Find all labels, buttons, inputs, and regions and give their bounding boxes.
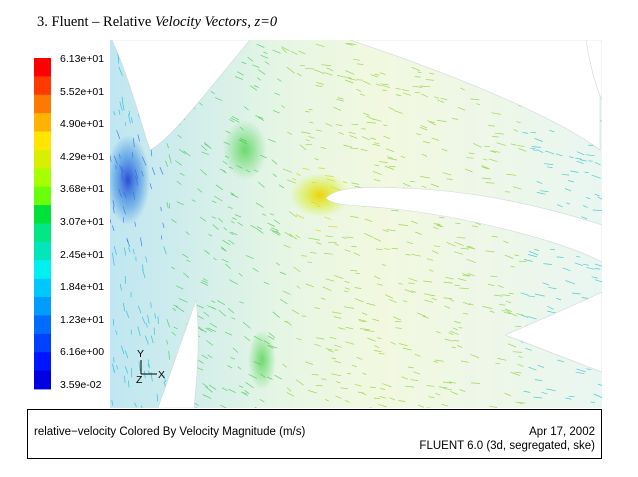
colormap-swatch [34, 297, 51, 316]
colormap-swatch [34, 278, 51, 298]
colormap-label: 5.52e+01 [60, 85, 105, 98]
colormap-label: 3.68e+01 [60, 183, 105, 196]
colormap-label: 6.16e+00 [60, 346, 105, 359]
blade-lower-right [504, 291, 602, 373]
colormap-swatch [34, 241, 51, 261]
colormap-swatch [34, 186, 51, 206]
colormap-swatch [34, 94, 51, 114]
colormap-swatch [34, 370, 51, 390]
caption-version: FLUENT 6.0 (3d, segregated, ske) [419, 440, 595, 452]
axis-x-label: X [158, 369, 165, 381]
flow-field [110, 40, 602, 408]
axis-z-label: Z [136, 374, 143, 386]
colormap-label: 4.90e+01 [60, 118, 105, 131]
colormap-label: 3.59e-02 [60, 379, 102, 391]
colormap-swatch [34, 223, 51, 243]
colormap-label: 4.29e+01 [60, 150, 105, 163]
colormap-swatch [34, 315, 51, 335]
slide-title-italic: Velocity Vectors, z=0 [155, 14, 278, 30]
caption-description: relative−velocity Colored By Velocity Ma… [34, 426, 306, 438]
colormap-label: 6.13e+01 [60, 53, 105, 65]
colormap-swatch [34, 333, 51, 353]
caption-date: Apr 17, 2002 [529, 426, 595, 438]
colormap-bar [34, 58, 51, 390]
colormap-label: 2.45e+01 [60, 248, 105, 261]
colormap-swatch [34, 168, 51, 188]
colormap-label: 1.23e+01 [60, 313, 105, 326]
blade-lower-left [157, 299, 199, 408]
colormap-swatch [34, 205, 51, 224]
blade-top-band [349, 40, 601, 151]
axis-triad: Y Z X [136, 348, 165, 386]
blade-top-right-tip [585, 40, 602, 101]
blade-middle [325, 187, 602, 263]
colormap-swatch [34, 113, 51, 132]
colormap-label: 1.84e+01 [60, 281, 105, 294]
colormap-swatch [34, 352, 51, 372]
colormap-label: 3.07e+01 [60, 216, 105, 228]
caption-box: relative−velocity Colored By Velocity Ma… [27, 409, 602, 459]
colormap-legend [34, 58, 51, 390]
colormap-swatch [34, 58, 51, 77]
slide-title-prefix: 3. Fluent – Relative [37, 14, 155, 30]
slide-title: 3. Fluent – Relative Velocity Vectors, z… [37, 14, 277, 31]
colormap-swatch [34, 260, 51, 280]
colormap-swatch [34, 149, 51, 169]
axis-y-label: Y [137, 348, 144, 360]
colormap-swatch [34, 76, 51, 96]
velocity-vector-plot: Y Z X [34, 40, 602, 408]
colormap-swatch [34, 131, 51, 151]
blade-upper-left [110, 40, 251, 151]
